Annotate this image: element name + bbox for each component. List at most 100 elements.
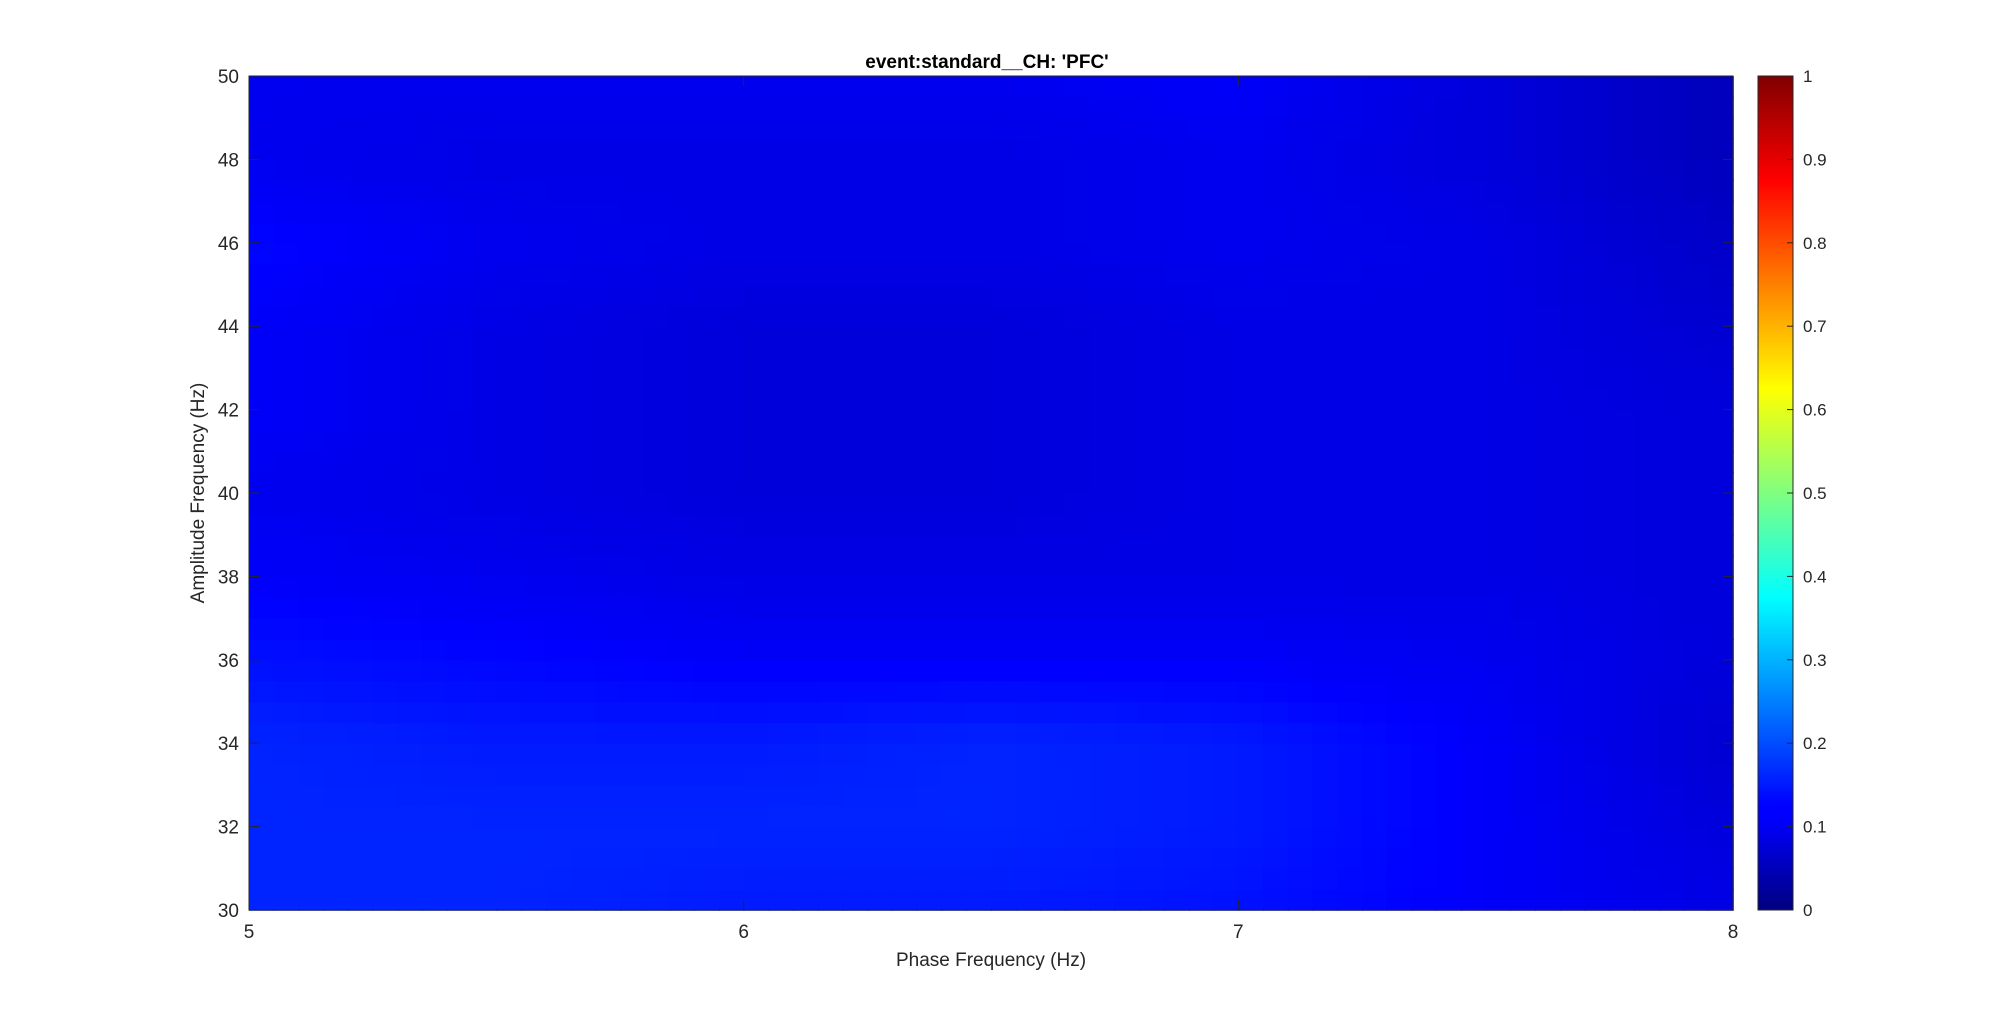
heatmap-cell <box>1658 743 1685 765</box>
heatmap-cell <box>1436 659 1462 682</box>
heatmap-cell <box>1634 305 1660 327</box>
heatmap-cell <box>1188 117 1215 140</box>
heatmap-cell <box>545 618 572 640</box>
heatmap-cell <box>1609 576 1635 599</box>
heatmap-cell <box>496 680 522 703</box>
heatmap-cell <box>694 680 720 703</box>
heatmap-cell <box>1015 367 1042 390</box>
heatmap-cell <box>1708 513 1734 536</box>
heatmap-cell <box>298 826 324 849</box>
heatmap-cell <box>595 513 621 536</box>
heatmap-cell <box>273 472 300 494</box>
heatmap-cell <box>446 555 473 578</box>
heatmap-cell <box>1510 305 1536 327</box>
heatmap-cell <box>570 555 597 578</box>
heatmap-cell <box>273 597 300 619</box>
heatmap-cell <box>718 430 745 453</box>
heatmap-cell <box>595 305 621 327</box>
heatmap-cell <box>1535 743 1561 765</box>
heatmap-cell <box>1386 201 1413 223</box>
heatmap-cell <box>347 201 374 223</box>
heatmap-cell <box>1164 430 1190 453</box>
heatmap-cell <box>1485 576 1512 599</box>
heatmap-cell <box>249 263 275 286</box>
heatmap-cell <box>743 117 770 140</box>
heatmap-cell <box>966 555 992 578</box>
heatmap-cell <box>1089 305 1116 327</box>
heatmap-cell <box>347 701 374 724</box>
heatmap-cell <box>372 451 399 473</box>
heatmap-cell <box>991 472 1017 494</box>
heatmap-cell <box>1139 242 1165 265</box>
heatmap-cell <box>867 805 893 828</box>
heatmap-cell <box>1312 180 1339 202</box>
heatmap-cell <box>966 472 992 494</box>
heatmap-cell <box>817 618 844 640</box>
heatmap-cell <box>892 868 918 890</box>
heatmap-cell <box>323 868 349 890</box>
heatmap-cell <box>249 367 275 390</box>
heatmap-cell <box>1411 451 1437 473</box>
heatmap-cell <box>644 722 671 744</box>
heatmap-cell <box>1114 326 1141 348</box>
heatmap-cell <box>1312 576 1339 599</box>
heatmap-cell <box>743 409 770 432</box>
heatmap-cell <box>991 847 1017 870</box>
heatmap-cell <box>397 201 423 223</box>
heatmap-cell <box>1708 201 1734 223</box>
heatmap-cell <box>1188 659 1215 682</box>
colorbar-tick-label: 0.6 <box>1803 401 1827 420</box>
heatmap-cell <box>1089 826 1116 849</box>
heatmap-cell <box>1584 638 1611 661</box>
heatmap-cell <box>743 576 770 599</box>
heatmap-cell <box>694 430 720 453</box>
heatmap-cell <box>1535 96 1561 119</box>
heatmap-cell <box>1188 743 1215 765</box>
heatmap-cell <box>1460 388 1487 411</box>
heatmap-cell <box>1535 889 1561 911</box>
heatmap-cell <box>1164 96 1190 119</box>
heatmap-cell <box>842 555 869 578</box>
heatmap-cell <box>397 451 423 473</box>
heatmap-cell <box>1708 493 1734 515</box>
heatmap-cell <box>521 242 547 265</box>
heatmap-cell <box>496 638 522 661</box>
heatmap-cell <box>817 263 844 286</box>
heatmap-cell <box>595 701 621 724</box>
heatmap-cell <box>1015 263 1042 286</box>
heatmap-cell <box>397 847 423 870</box>
heatmap-cell <box>1040 847 1066 870</box>
heatmap-cell <box>1436 138 1462 161</box>
heatmap-cell <box>1114 534 1141 557</box>
heatmap-cell <box>273 534 300 557</box>
heatmap-cell <box>323 701 349 724</box>
heatmap-cell <box>249 180 275 202</box>
heatmap-cell <box>273 201 300 223</box>
heatmap-cell <box>1535 784 1561 807</box>
heatmap-cell <box>1213 347 1240 369</box>
heatmap-cell <box>991 76 1017 98</box>
heatmap-cell <box>1263 451 1289 473</box>
heatmap-cell <box>1634 180 1660 202</box>
heatmap-cell <box>1213 555 1240 578</box>
heatmap-cell <box>1485 493 1512 515</box>
heatmap-cell <box>1386 96 1413 119</box>
heatmap-cell <box>1683 472 1710 494</box>
heatmap-cell <box>1164 263 1190 286</box>
heatmap-cell <box>1460 451 1487 473</box>
heatmap-cell <box>1708 555 1734 578</box>
heatmap-cell <box>249 409 275 432</box>
heatmap-cell <box>1485 117 1512 140</box>
heatmap-cell <box>372 159 399 182</box>
heatmap-cell <box>842 764 869 786</box>
heatmap-cell <box>1634 367 1660 390</box>
heatmap-cell <box>446 201 473 223</box>
heatmap-cell <box>570 597 597 619</box>
heatmap-cell <box>817 201 844 223</box>
heatmap-cell <box>1708 743 1734 765</box>
heatmap-cell <box>1559 451 1586 473</box>
heatmap-cell <box>916 305 943 327</box>
heatmap-cell <box>916 117 943 140</box>
heatmap-cell <box>422 180 448 202</box>
heatmap-cell <box>1559 722 1586 744</box>
